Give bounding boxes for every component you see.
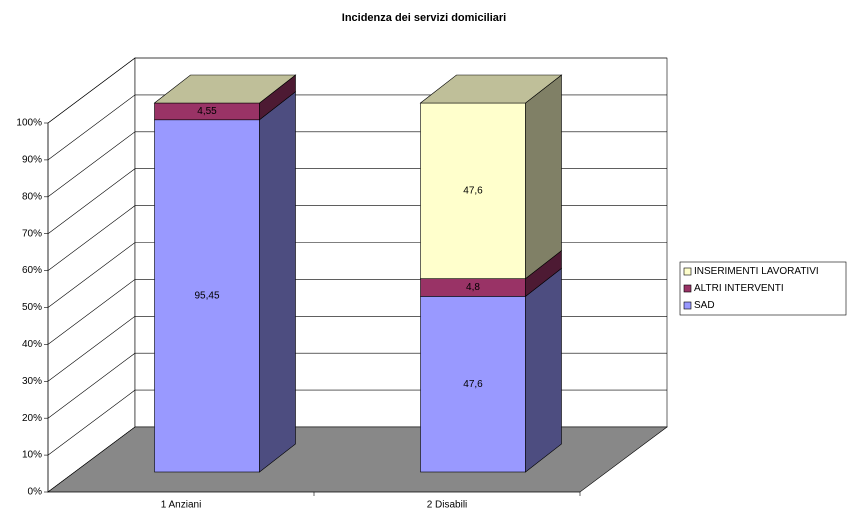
legend-label: ALTRI INTERVENTI <box>694 283 784 294</box>
y-tick-label: 10% <box>22 450 42 461</box>
legend-swatch <box>683 301 692 310</box>
y-tick-label: 90% <box>22 155 42 166</box>
floor <box>47 426 668 493</box>
legend-label: INSERIMENTI LAVORATIVI <box>694 266 819 277</box>
x-tick-label: 2 Disabili <box>427 500 468 511</box>
legend-label: SAD <box>694 300 715 311</box>
y-tick-label: 20% <box>22 413 42 424</box>
bar-segment <box>420 102 526 279</box>
data-label: 47,6 <box>463 185 483 196</box>
bar-segment <box>420 296 526 473</box>
data-label: 95,45 <box>194 291 219 302</box>
bar-top <box>153 74 297 104</box>
y-tick-label: 100% <box>16 118 42 129</box>
bar-side <box>525 267 562 473</box>
y-tick-label: 30% <box>22 376 42 387</box>
chart-title: Incidenza dei servizi domiciliari <box>342 12 506 24</box>
y-tick-label: 80% <box>22 191 42 202</box>
data-label: 4,55 <box>197 106 217 117</box>
data-label: 47,6 <box>463 379 483 390</box>
bar-side <box>259 91 296 473</box>
legend-swatch <box>683 284 692 293</box>
y-tick-label: 50% <box>22 302 42 313</box>
bar-segment <box>154 119 260 473</box>
bar-side <box>525 74 562 280</box>
y-tick-label: 40% <box>22 339 42 350</box>
legend-box <box>679 261 847 316</box>
y-tick-label: 70% <box>22 228 42 239</box>
x-tick-label: 1 Anziani <box>161 500 202 511</box>
y-tick-label: 0% <box>28 487 43 498</box>
bar-top <box>419 74 563 104</box>
grid-line <box>47 57 667 124</box>
legend-swatch <box>683 267 692 276</box>
y-tick-label: 60% <box>22 265 42 276</box>
data-label: 4,8 <box>466 282 480 293</box>
